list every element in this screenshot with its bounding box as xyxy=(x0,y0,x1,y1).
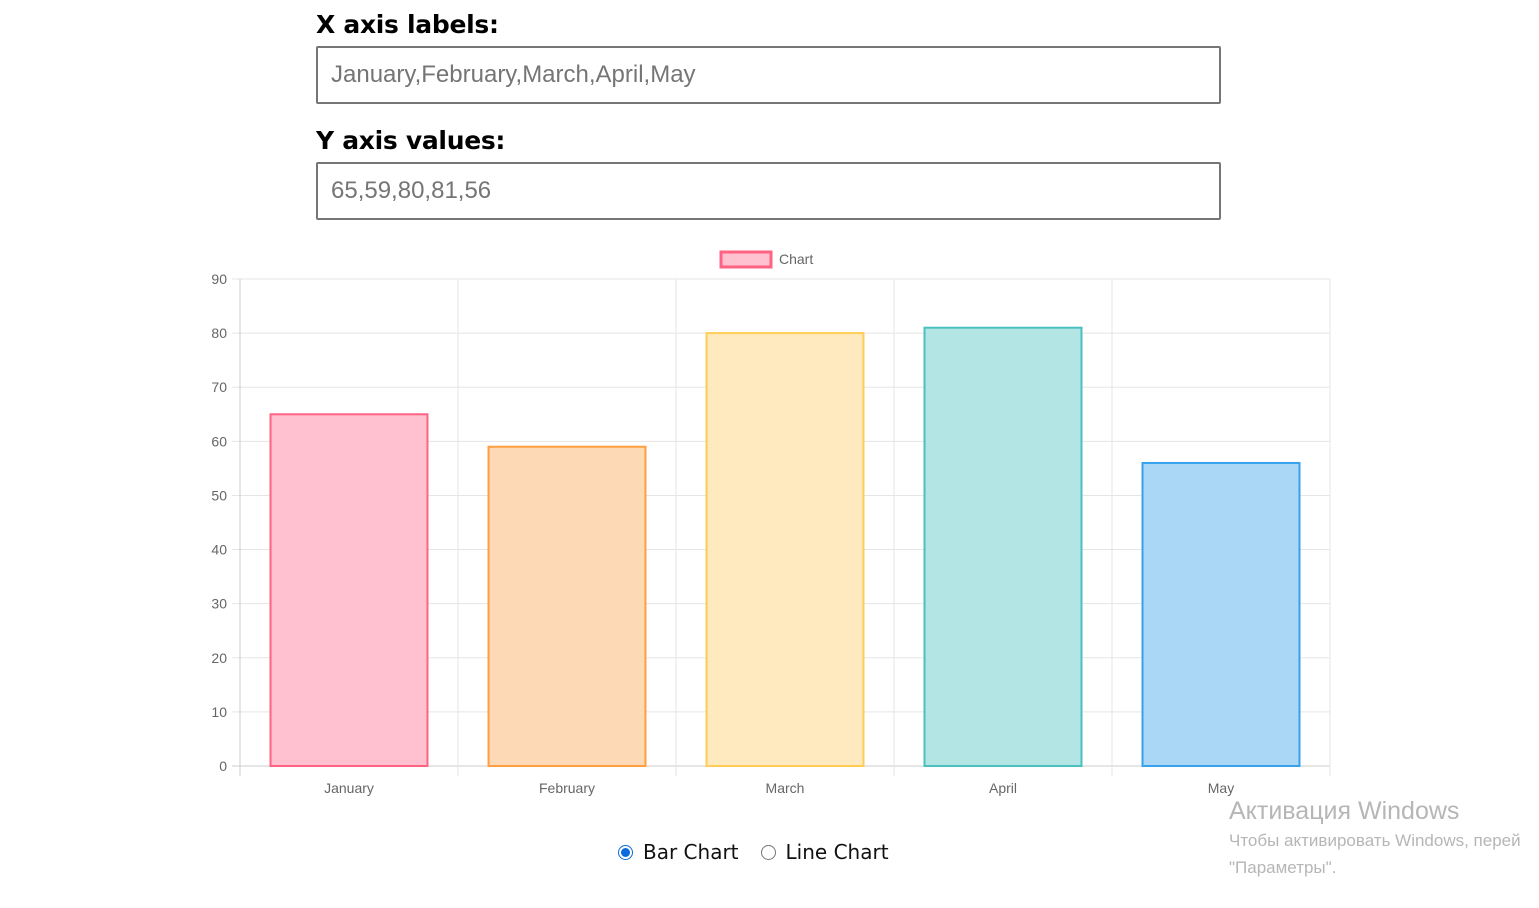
y-axis-values-input[interactable] xyxy=(316,162,1221,220)
y-tick-label: 90 xyxy=(211,271,227,287)
y-tick-label: 70 xyxy=(211,379,227,395)
bar-may xyxy=(1141,461,1301,767)
bar-march xyxy=(705,332,865,767)
line-chart-radio[interactable] xyxy=(760,844,776,860)
x-tick-label: April xyxy=(989,780,1017,796)
x-tick-label: March xyxy=(766,780,805,796)
watermark-title: Активация Windows xyxy=(1229,797,1460,825)
bar-chart: 0 10 20 30 40 50 60 70 80 90 January February March A… xyxy=(211,250,1331,796)
legend-swatch xyxy=(719,250,773,269)
y-tick-label: 50 xyxy=(211,487,227,503)
x-axis-labels-input[interactable] xyxy=(316,46,1221,104)
y-tick-label: 20 xyxy=(211,650,227,666)
line-chart-option[interactable]: Line Chart xyxy=(760,840,889,864)
y-tick-label: 40 xyxy=(211,542,227,558)
y-tick-label: 10 xyxy=(211,704,227,720)
chart-ticks: 0 10 20 30 40 50 60 70 80 90 January February March A… xyxy=(211,271,1234,796)
bar-april xyxy=(923,326,1083,767)
watermark-line-2: "Параметры". xyxy=(1229,858,1337,877)
x-axis-labels-heading: X axis labels: xyxy=(316,10,499,39)
y-tick-label: 60 xyxy=(211,433,227,449)
legend-label: Chart xyxy=(779,251,813,267)
windows-activation-watermark: Активация Windows Чтобы активировать Win… xyxy=(1229,796,1521,880)
x-tick-label: February xyxy=(539,780,595,796)
x-tick-label: January xyxy=(324,780,374,796)
y-tick-label: 30 xyxy=(211,596,227,612)
y-tick-label: 80 xyxy=(211,325,227,341)
bar-january xyxy=(269,413,429,767)
bar-february xyxy=(487,445,647,767)
chart-legend[interactable]: Chart xyxy=(719,250,813,269)
chart-bars xyxy=(269,326,1301,767)
x-tick-label: May xyxy=(1208,780,1234,796)
bar-chart-option-label: Bar Chart xyxy=(643,840,739,864)
chart-type-selector: Bar Chart Line Chart xyxy=(618,840,911,864)
line-chart-option-label: Line Chart xyxy=(785,840,889,864)
bar-chart-option[interactable]: Bar Chart xyxy=(618,840,739,864)
bar-chart-radio[interactable] xyxy=(618,844,633,860)
y-axis-values-heading: Y axis values: xyxy=(316,126,506,155)
watermark-line-1: Чтобы активировать Windows, перей xyxy=(1229,831,1521,850)
y-tick-label: 0 xyxy=(219,758,227,774)
